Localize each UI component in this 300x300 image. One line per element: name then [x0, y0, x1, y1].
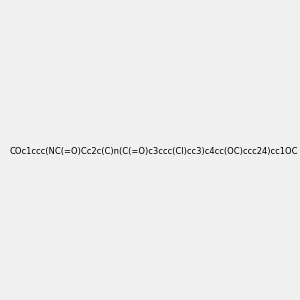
Text: COc1ccc(NC(=O)Cc2c(C)n(C(=O)c3ccc(Cl)cc3)c4cc(OC)ccc24)cc1OC: COc1ccc(NC(=O)Cc2c(C)n(C(=O)c3ccc(Cl)cc3… [10, 147, 298, 156]
